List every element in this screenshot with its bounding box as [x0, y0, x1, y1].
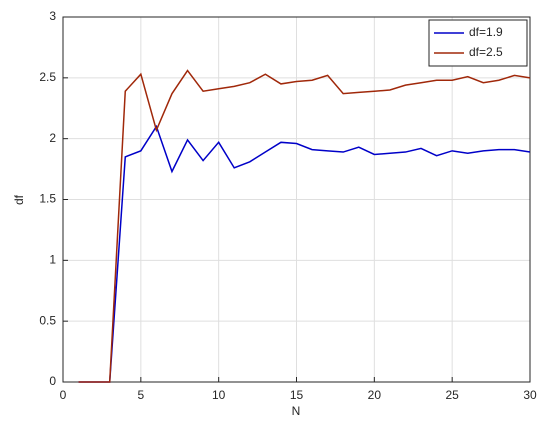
y-tick-label: 3 — [49, 9, 56, 23]
data-line — [78, 69, 531, 383]
y-tick-label: 2.5 — [39, 70, 56, 84]
x-tick-label: 10 — [212, 388, 226, 402]
x-tick-label: 20 — [368, 388, 382, 402]
x-tick-label: 30 — [523, 388, 537, 402]
y-tick-label: 1 — [49, 253, 56, 267]
axes-box — [62, 16, 531, 383]
x-tick-label: 15 — [290, 388, 304, 402]
x-tick-label: 5 — [137, 388, 144, 402]
y-tick-label: 1.5 — [39, 192, 56, 206]
x-tick-label: 0 — [60, 388, 67, 402]
x-axis-label: N — [292, 404, 301, 418]
y-axis-label: df — [12, 194, 26, 205]
legend-box — [428, 19, 528, 67]
y-tick-label: 0 — [49, 374, 56, 388]
data-line — [78, 124, 531, 383]
legend-label: df=1.9 — [469, 25, 503, 39]
y-tick-label: 0.5 — [39, 313, 56, 327]
x-tick-label: 25 — [445, 388, 459, 402]
y-tick-label: 2 — [49, 131, 56, 145]
legend-label: df=2.5 — [469, 45, 503, 59]
